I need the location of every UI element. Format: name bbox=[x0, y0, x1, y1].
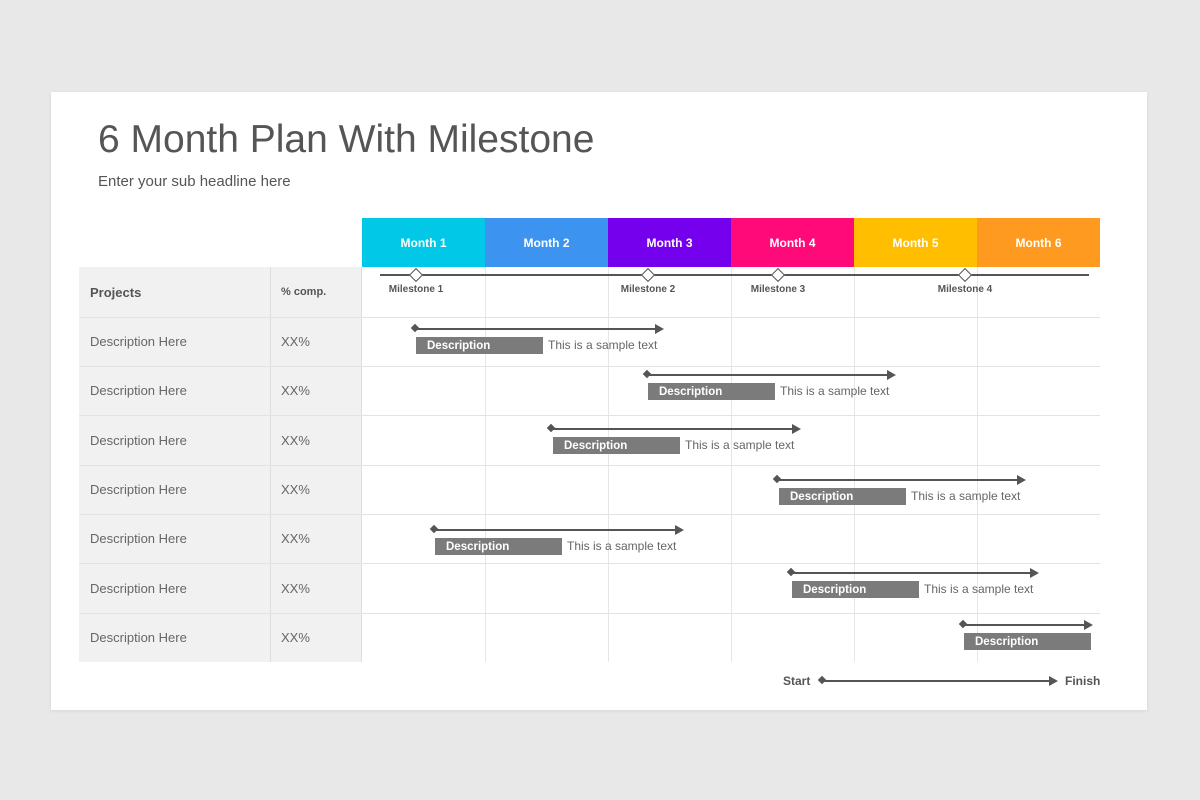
row-divider bbox=[79, 415, 1100, 416]
comp-value: XX% bbox=[281, 482, 310, 497]
task-bar: Description bbox=[779, 488, 906, 505]
month-header-3: Month 3 bbox=[608, 218, 731, 267]
timeline-arrow bbox=[777, 475, 1026, 485]
task-bar: Description bbox=[648, 383, 775, 400]
task-text: This is a sample text bbox=[780, 384, 890, 398]
timeline-arrow bbox=[647, 370, 896, 380]
row-divider bbox=[79, 465, 1100, 466]
project-name: Description Here bbox=[90, 432, 187, 448]
task-text: This is a sample text bbox=[924, 582, 1034, 596]
project-name: Description Here bbox=[90, 383, 187, 398]
project-name: Description Here bbox=[90, 482, 187, 497]
timeline-arrow bbox=[415, 324, 664, 334]
timeline-arrow bbox=[551, 424, 801, 434]
project-name: Description Here bbox=[90, 531, 187, 546]
month-gridline bbox=[854, 267, 855, 662]
timeline-arrow bbox=[963, 620, 1093, 630]
finish-label: Finish bbox=[1065, 674, 1101, 688]
month-gridline bbox=[608, 267, 609, 662]
page-subtitle: Enter your sub headline here bbox=[98, 173, 291, 190]
task-bar: Description bbox=[435, 538, 562, 555]
column-divider bbox=[270, 267, 271, 662]
comp-value: XX% bbox=[281, 383, 310, 398]
comp-value: XX% bbox=[281, 531, 310, 546]
month-header-2: Month 2 bbox=[485, 218, 608, 267]
milestone-label: Milestone 1 bbox=[388, 284, 444, 295]
task-text: This is a sample text bbox=[685, 438, 795, 452]
month-header-6: Month 6 bbox=[977, 218, 1100, 267]
comp-header: % comp. bbox=[281, 286, 327, 298]
row-divider bbox=[79, 366, 1100, 367]
comp-value: XX% bbox=[281, 432, 310, 448]
milestone-label: Milestone 2 bbox=[620, 284, 676, 295]
milestone-line bbox=[380, 274, 1089, 276]
task-bar: Description bbox=[416, 337, 543, 354]
project-name: Description Here bbox=[90, 630, 187, 645]
month-header-4: Month 4 bbox=[731, 218, 854, 267]
timeline-arrow bbox=[434, 525, 684, 535]
milestone-label: Milestone 4 bbox=[937, 284, 993, 295]
task-text: This is a sample text bbox=[911, 489, 1021, 503]
page-title: 6 Month Plan With Milestone bbox=[98, 118, 595, 161]
comp-value: XX% bbox=[281, 630, 310, 645]
column-divider bbox=[361, 267, 362, 662]
milestone-label: Milestone 3 bbox=[750, 284, 806, 295]
task-text: This is a sample text bbox=[567, 539, 677, 553]
start-finish-arrow bbox=[822, 676, 1058, 686]
row-divider bbox=[79, 563, 1100, 564]
start-label: Start bbox=[783, 674, 811, 688]
row-divider bbox=[79, 514, 1100, 515]
month-header-5: Month 5 bbox=[854, 218, 977, 267]
row-divider bbox=[79, 613, 1100, 614]
month-gridline bbox=[485, 267, 486, 662]
month-gridline bbox=[731, 267, 732, 662]
project-name: Description Here bbox=[90, 580, 187, 596]
month-gridline bbox=[977, 267, 978, 662]
project-columns-bg bbox=[79, 267, 361, 662]
task-text: This is a sample text bbox=[548, 338, 658, 352]
projects-header: Projects bbox=[90, 284, 142, 300]
task-bar: Description bbox=[964, 633, 1091, 650]
task-bar: Description bbox=[553, 437, 680, 454]
timeline-arrow bbox=[791, 568, 1039, 578]
comp-value: XX% bbox=[281, 580, 310, 596]
month-header-1: Month 1 bbox=[362, 218, 485, 267]
task-bar: Description bbox=[792, 581, 919, 598]
row-divider bbox=[79, 317, 1100, 318]
project-name: Description Here bbox=[90, 334, 187, 349]
comp-value: XX% bbox=[281, 334, 310, 349]
